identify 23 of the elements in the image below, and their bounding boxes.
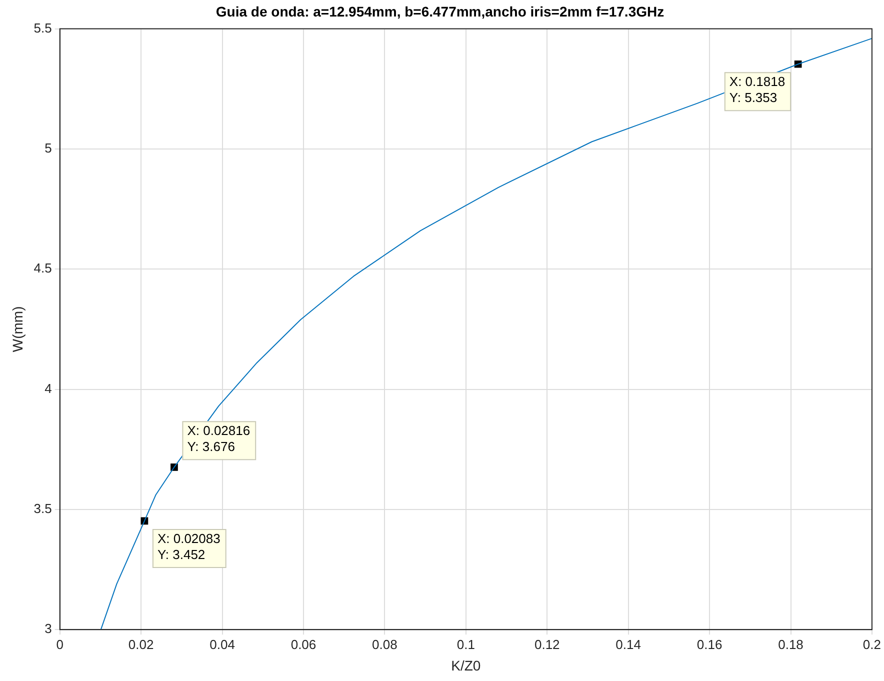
y-axis-title: W(mm) [9, 306, 26, 352]
x-tick-label: 0.2 [862, 636, 882, 652]
x-tick-label: 0.18 [778, 636, 804, 652]
y-tick-label: 3 [44, 621, 52, 636]
x-tick-label: 0.1 [456, 636, 475, 652]
x-tick-label: 0.02 [128, 636, 154, 652]
x-tick-label: 0.06 [290, 636, 316, 652]
annotation: X: 0.02083 Y: 3.452 [157, 531, 220, 562]
x-tick-label: 0.14 [616, 636, 641, 652]
x-tick-label: 0.12 [534, 636, 560, 652]
y-tick-label: 4 [44, 380, 52, 396]
y-tick-label: 4.5 [34, 260, 52, 276]
y-tick-label: 5 [44, 140, 52, 156]
y-tick-label: 5.5 [34, 20, 52, 36]
x-axis-title: K/Z0 [451, 657, 481, 674]
annotation: X: 0.02816 Y: 3.676 [187, 423, 250, 454]
x-tick-label: 0.08 [372, 636, 398, 652]
y-tick-label: 3.5 [34, 501, 52, 516]
x-tick-label: 0.16 [696, 636, 722, 652]
x-tick-label: 0 [56, 636, 64, 652]
annotation: X: 0.1818 Y: 5.353 [729, 74, 786, 106]
x-tick-label: 0.04 [210, 636, 235, 652]
chart-title: Guia de onda: a=12.954mm, b=6.477mm,ancho iris=2mm f=17.3GHz [216, 3, 664, 20]
